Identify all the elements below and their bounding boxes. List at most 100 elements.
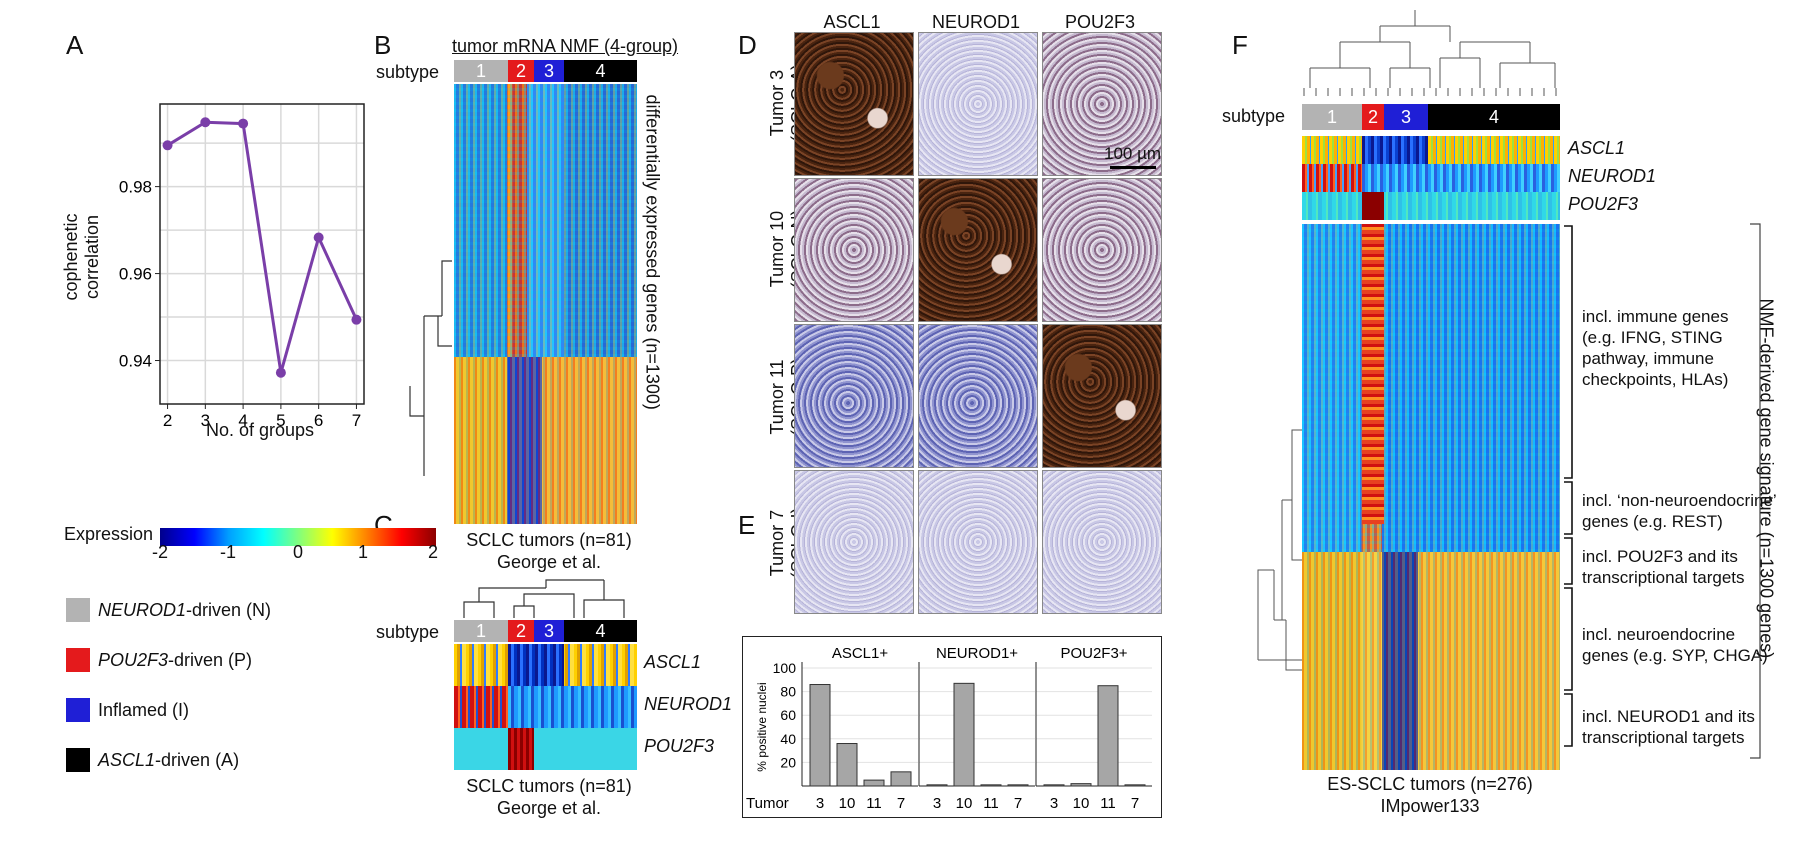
ihc-image (1042, 324, 1162, 468)
panel-d-col-ascl1: ASCL1 (823, 12, 881, 32)
panel-label-f: F (1232, 30, 1248, 60)
data-point (313, 232, 324, 243)
colorbar-tick: 2 (428, 542, 439, 562)
ihc-image (1042, 32, 1162, 176)
panel-e-group-title: ASCL1+ (832, 645, 889, 662)
panel-e-bar (890, 771, 912, 787)
expression-legend-label: Expression (64, 524, 154, 544)
ihc-image (794, 32, 914, 176)
panel-f-side-label: NMF-derived gene signature (n=1300 genes… (1756, 298, 1777, 659)
panel-b-subtype-label: subtype (376, 62, 440, 82)
panel-f-gene-pou2f3: POU2F3 (1568, 194, 1639, 214)
panel-f-annotation: incl. POU2F3 and its transcriptional tar… (1582, 547, 1745, 587)
panel-e-tumor-tick: 10 (956, 795, 973, 812)
panel-e-ytick: 20 (780, 754, 796, 770)
panel-f-heatmap (1302, 224, 1560, 770)
panel-c-gene-pou2f3: POU2F3 (644, 736, 715, 756)
panel-b-dendrogram (409, 260, 452, 476)
panel-e-bar (1007, 784, 1029, 787)
panel-e-tumor-tick: 3 (933, 795, 941, 812)
x-tick-label: 4 (238, 411, 247, 430)
ihc-image (918, 470, 1038, 614)
legend-entry-ascl1: ASCL1-driven (A) (98, 750, 240, 770)
panel-e-ytick: 40 (780, 731, 796, 747)
subtype-group-2: 2 (1362, 104, 1384, 130)
panel-e-tumor-label: Tumor (746, 795, 789, 812)
panel-c-dendrogram (463, 579, 625, 618)
panel-f-row-pou2f3 (1302, 192, 1560, 220)
panel-e-bar (926, 784, 948, 787)
panel-f-gene-neurod1: NEUROD1 (1568, 166, 1657, 186)
y-tick-label: 0.94 (119, 352, 152, 371)
panel-e-tumor-tick: 7 (1014, 795, 1022, 812)
x-tick-label: 7 (352, 411, 361, 430)
line-chart-svg: 0.94 0.96 0.98 2 3 4 5 6 7 (119, 103, 365, 430)
ihc-image (1042, 178, 1162, 322)
axes (159, 103, 365, 405)
panel-f-annotation: incl. ‘non-neuroendocrine’ genes (e.g. R… (1582, 491, 1777, 531)
panel-e-ytick: 80 (780, 684, 796, 700)
panel-e-bar (1124, 784, 1146, 787)
ihc-image (918, 32, 1038, 176)
subtype-group-2: 2 (508, 60, 534, 82)
ihc-image (918, 178, 1038, 322)
subtype-group-4: 4 (564, 620, 637, 642)
panel-e-bar-chart: % positive nuclei 20 40 60 80 100 Tumor ASCL1+ 3… (746, 645, 1152, 812)
panel-d-col-pou2f3: POU2F3 (1064, 12, 1136, 32)
panel-e-ytick: 60 (780, 707, 796, 723)
panel-c-gene-ascl1: ASCL1 (644, 652, 702, 672)
panel-f-subtype-bar: 1 2 3 4 (1302, 104, 1560, 130)
panel-c-subtype-bar: 1 2 3 4 (454, 620, 637, 642)
panel-e-tumor-tick: 7 (897, 795, 905, 812)
panel-label-e: E (738, 510, 756, 540)
subtype-group-3: 3 (534, 620, 564, 642)
subtype-group-4: 4 (1428, 104, 1560, 130)
colorbar-tick: 0 (293, 542, 304, 562)
ihc-image (794, 178, 914, 322)
subtype-group-2: 2 (508, 620, 534, 642)
panel-e-tumor-tick: 10 (1073, 795, 1090, 812)
panel-b-side-label: differentially expressed genes (n=1300) (642, 94, 663, 410)
legend-swatch-inflamed (66, 698, 90, 722)
expression-colorbar (160, 528, 436, 546)
panel-f-brackets (1564, 225, 1573, 747)
panel-f-row-ascl1 (1302, 136, 1560, 164)
subtype-group-3: 3 (534, 60, 564, 82)
series-line (162, 117, 362, 378)
panel-f-caption-1: ES-SCLC tumors (n=276) (1327, 774, 1533, 794)
panel-c-caption-2: George et al. (496, 798, 602, 818)
panel-a-ylabel: cophenetic correlation (61, 197, 103, 317)
panel-c-gene-neurod1: NEUROD1 (644, 694, 733, 714)
panel-e-bar (980, 784, 1002, 787)
legend-entry-pou2f3: POU2F3-driven (P) (98, 650, 253, 670)
panel-e-frame (742, 636, 1162, 818)
panel-f-annotation: incl. neuroendocrine genes (e.g. SYP, CH… (1582, 625, 1768, 665)
panel-b-subtype-bar: 1 2 3 4 (454, 60, 637, 82)
panel-label-a: A (66, 30, 84, 60)
scale-bar-label: 100 µm (1104, 144, 1162, 163)
panel-e-bar (836, 743, 858, 787)
panel-b-caption-1: SCLC tumors (n=81) (466, 530, 632, 550)
subtype-group-4: 4 (564, 60, 637, 82)
subtype-group-1: 1 (1302, 104, 1362, 130)
subtype-group-3: 3 (1384, 104, 1428, 130)
panel-e-tumor-tick: 11 (1100, 795, 1116, 812)
colorbar-tick: -1 (220, 542, 237, 562)
panel-e-bar (953, 682, 975, 787)
subtype-group-1: 1 (454, 620, 508, 642)
panel-c-subtype-label: subtype (376, 622, 440, 642)
legend-entry-inflamed: Inflamed (I) (98, 700, 190, 720)
y-tick-label: 0.98 (119, 178, 152, 197)
y-tick-label: 0.96 (119, 265, 152, 284)
panel-a-ylabel-line1: cophenetic (61, 213, 81, 301)
panel-f-row-dendrogram (1257, 429, 1302, 671)
panel-b-heatmap (454, 84, 637, 524)
data-point (162, 140, 173, 151)
panel-label-d: D (738, 30, 757, 60)
ihc-image (794, 324, 914, 468)
panel-f-annotation: incl. immune genes (e.g. IFNG, STING pat… (1582, 307, 1729, 389)
panel-e-tumor-tick: 11 (866, 795, 882, 812)
ihc-image (794, 470, 914, 614)
legend-swatch-ascl1 (66, 748, 90, 772)
colorbar-tick: 1 (358, 542, 369, 562)
